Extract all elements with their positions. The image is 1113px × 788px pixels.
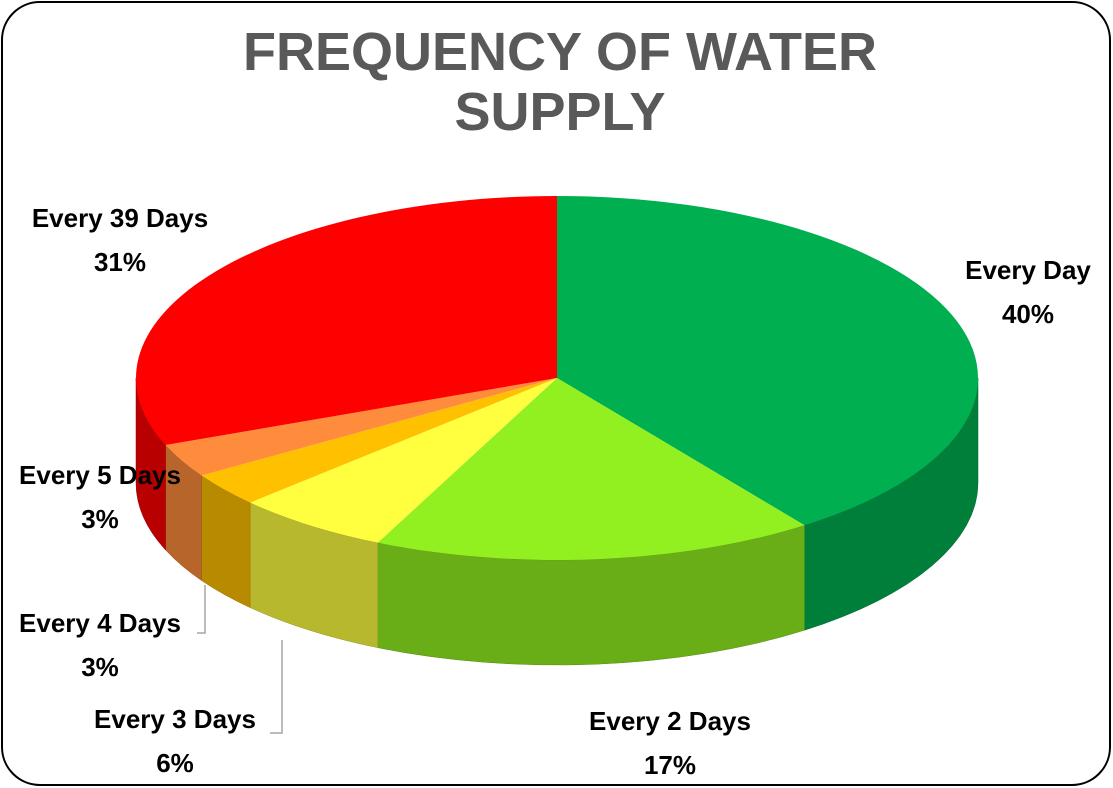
leader-line (197, 585, 206, 634)
slice (201, 378, 557, 503)
chart-title: FREQUENCY OF WATER SUPPLY (242, 22, 878, 142)
slice-value-label: 6% (156, 748, 194, 778)
slice-tops (136, 196, 978, 560)
slice-label: Every Day (965, 255, 1091, 285)
slice-value-label: 3% (81, 504, 119, 534)
data-labels: Every Day 40% Every 2 Days 17% Every 3 Days 6… (19, 203, 1091, 780)
slice (250, 378, 558, 543)
slice (377, 378, 805, 560)
slice-value-label: 17% (644, 750, 696, 780)
slice (165, 378, 558, 476)
slice-sides (135, 377, 979, 666)
leader-line (270, 640, 283, 734)
slice-label: Every 5 Days (19, 460, 181, 490)
slice-label: Every 3 Days (94, 704, 256, 734)
slice-label: Every 2 Days (589, 706, 751, 736)
slice-label: Every 39 Days (32, 203, 208, 233)
slice (557, 196, 978, 526)
slice-value-label: 31% (94, 247, 146, 277)
slice (136, 196, 558, 445)
slice-label: Every 4 Days (19, 608, 181, 638)
slice-value-label: 40% (1002, 299, 1054, 329)
slice-value-label: 3% (81, 652, 119, 682)
